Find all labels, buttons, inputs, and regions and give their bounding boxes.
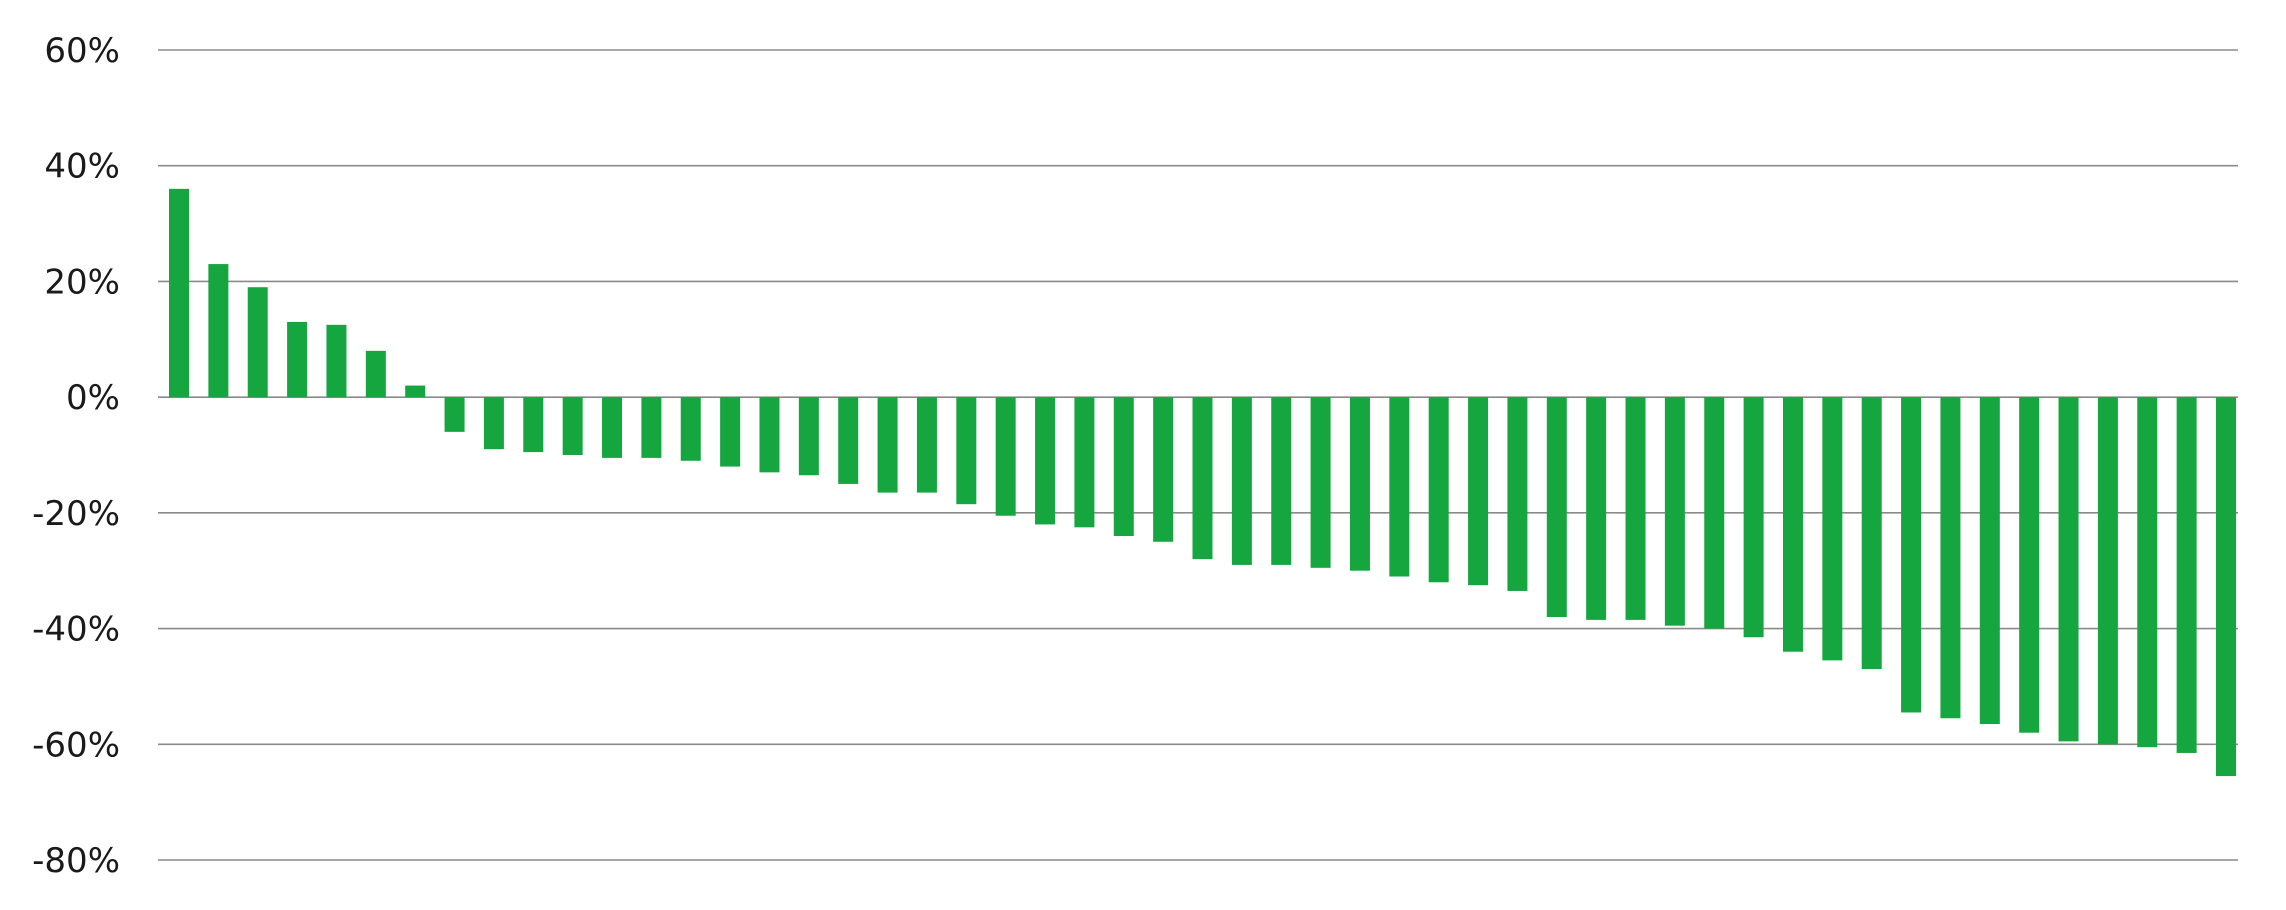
bar — [759, 397, 780, 473]
bar — [680, 397, 701, 461]
bar — [1861, 397, 1882, 670]
bar — [1507, 397, 1528, 591]
bar — [365, 350, 386, 398]
bar — [1979, 397, 2000, 725]
bars — [169, 188, 2236, 777]
bar — [2058, 397, 2079, 742]
bar — [1901, 397, 1922, 713]
bar — [1271, 397, 1292, 565]
bar — [1586, 397, 1607, 620]
bar — [1074, 397, 1095, 528]
bar — [1782, 397, 1803, 652]
bar — [1664, 397, 1685, 626]
y-tick-label: 40% — [44, 147, 120, 187]
bar — [208, 264, 229, 398]
bar — [1231, 397, 1252, 565]
bar — [916, 397, 937, 493]
bar — [1468, 397, 1489, 586]
bar — [1704, 397, 1725, 629]
bar — [287, 321, 308, 398]
bar — [2019, 397, 2040, 733]
bar — [1940, 397, 1961, 719]
bar — [1349, 397, 1370, 571]
bar — [2216, 397, 2236, 777]
bar — [444, 397, 465, 432]
bar — [1546, 397, 1567, 617]
y-tick-label: -20% — [32, 494, 120, 534]
bar — [720, 397, 741, 467]
y-tick-label: -80% — [32, 841, 120, 881]
bar — [562, 397, 583, 455]
bar — [1389, 397, 1410, 577]
y-axis-tick-labels: 60% 40% 20% 0% -20% -40% -60% -80% — [32, 31, 120, 881]
bar — [1822, 397, 1843, 661]
bar — [1743, 397, 1764, 638]
bar — [1113, 397, 1134, 536]
bar — [602, 397, 623, 458]
bar — [523, 397, 544, 453]
bar — [995, 397, 1016, 516]
bar — [641, 397, 662, 458]
bar — [483, 397, 504, 450]
y-tick-label: 20% — [44, 262, 120, 302]
bar — [2176, 397, 2197, 753]
bar — [326, 324, 347, 398]
bar — [956, 397, 977, 505]
y-tick-label: -40% — [32, 610, 120, 650]
y-tick-label: 60% — [44, 31, 120, 71]
bar — [1310, 397, 1331, 568]
bar — [798, 397, 819, 476]
bar — [405, 385, 426, 398]
bar — [1035, 397, 1056, 525]
bar — [877, 397, 898, 493]
bar — [838, 397, 859, 484]
bar — [2137, 397, 2158, 748]
bar — [1625, 397, 1646, 620]
bar — [169, 188, 189, 398]
bar — [2097, 397, 2118, 745]
bar — [247, 287, 268, 398]
bar — [1192, 397, 1213, 560]
y-tick-label: 0% — [66, 378, 120, 418]
bar — [1153, 397, 1174, 542]
bar — [1428, 397, 1449, 583]
y-tick-label: -60% — [32, 725, 120, 765]
